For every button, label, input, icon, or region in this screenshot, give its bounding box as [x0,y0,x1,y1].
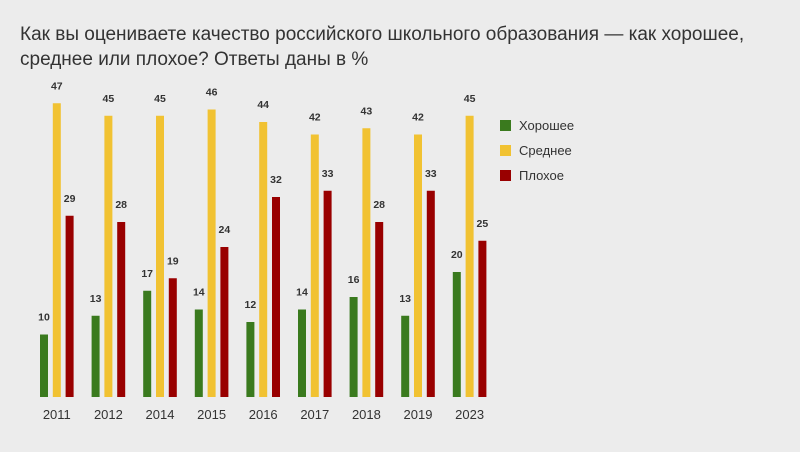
data-label-bad-2014: 19 [167,255,179,267]
bar-bad-2023 [478,240,487,397]
bar-bad-2018 [375,222,384,397]
legend-item-bad: Плохое [500,163,574,188]
chart-title-line-1: Как вы оцениваете качество российского ш… [20,24,745,45]
data-label-bad-2018: 28 [373,199,385,211]
data-label-good-2016: 12 [245,299,257,311]
x-tick-label-2023: 2023 [455,407,484,422]
bar-good-2023 [452,272,461,397]
data-label-average-2018: 43 [361,105,373,117]
legend-swatch-bad [500,170,511,181]
bar-average-2012 [104,115,113,397]
data-label-good-2015: 14 [193,287,205,299]
data-label-average-2012: 45 [103,93,115,105]
x-tick-label-2019: 2019 [404,407,433,422]
data-label-bad-2015: 24 [219,224,231,236]
data-label-bad-2016: 32 [270,174,282,186]
legend-swatch-good [500,120,511,131]
data-label-good-2012: 13 [90,293,102,305]
bar-bad-2017 [323,190,332,397]
x-tick-label-2017: 2017 [300,407,329,422]
bar-average-2023 [465,115,474,397]
data-label-good-2019: 13 [399,293,411,305]
data-label-average-2011: 47 [51,80,63,92]
data-label-average-2019: 42 [412,112,424,124]
bar-average-2015 [207,109,216,397]
bar-good-2019 [401,315,410,397]
bar-bad-2016 [272,197,280,397]
bar-good-2012 [91,315,100,397]
bar-average-2018 [362,128,371,397]
data-label-average-2017: 42 [309,112,321,124]
bar-average-2019 [414,134,422,397]
bar-average-2016 [259,122,268,397]
data-label-good-2011: 10 [38,312,50,324]
bar-bad-2012 [117,222,126,397]
legend-label-good: Хорошее [519,118,575,133]
legend-item-average: Среднее [500,138,574,163]
x-tick-label-2015: 2015 [197,407,226,422]
bar-average-2017 [310,134,319,397]
data-label-good-2014: 17 [141,268,153,280]
legend-item-good: Хорошее [500,113,574,138]
bar-good-2016 [246,322,255,397]
chart-legend: Хорошее Среднее Плохое [500,113,574,188]
bar-bad-2011 [65,215,74,397]
x-tick-label-2014: 2014 [146,407,175,422]
bar-average-2011 [52,103,61,397]
data-label-bad-2012: 28 [115,199,127,211]
bar-good-2014 [143,290,152,397]
bar-good-2018 [349,297,358,397]
data-label-average-2023: 45 [464,93,476,105]
data-label-average-2016: 44 [257,99,269,111]
chart-title-line-2: среднее или плохое? Ответы даны в % [20,49,369,70]
bar-bad-2019 [426,190,435,397]
x-tick-label-2016: 2016 [249,407,278,422]
data-label-bad-2023: 25 [477,218,489,230]
bar-good-2017 [298,309,306,397]
chart-title: Как вы оцениваете качество российского ш… [20,22,780,72]
data-label-good-2018: 16 [348,274,360,286]
bar-good-2015 [194,309,203,397]
bar-good-2011 [40,334,48,397]
bar-bad-2014 [168,278,177,397]
data-label-average-2015: 46 [206,87,218,99]
data-label-bad-2019: 33 [425,168,437,180]
data-label-good-2023: 20 [451,249,463,261]
data-label-bad-2017: 33 [322,168,334,180]
bar-bad-2015 [220,247,229,397]
x-tick-label-2012: 2012 [94,407,123,422]
legend-swatch-average [500,145,511,156]
bar-average-2014 [156,115,164,397]
data-label-bad-2011: 29 [64,193,76,205]
data-label-good-2017: 14 [296,287,308,299]
x-tick-label-2011: 2011 [43,407,71,422]
data-label-average-2014: 45 [154,93,166,105]
legend-label-bad: Плохое [519,168,564,183]
legend-label-average: Среднее [519,143,572,158]
x-tick-label-2018: 2018 [352,407,381,422]
